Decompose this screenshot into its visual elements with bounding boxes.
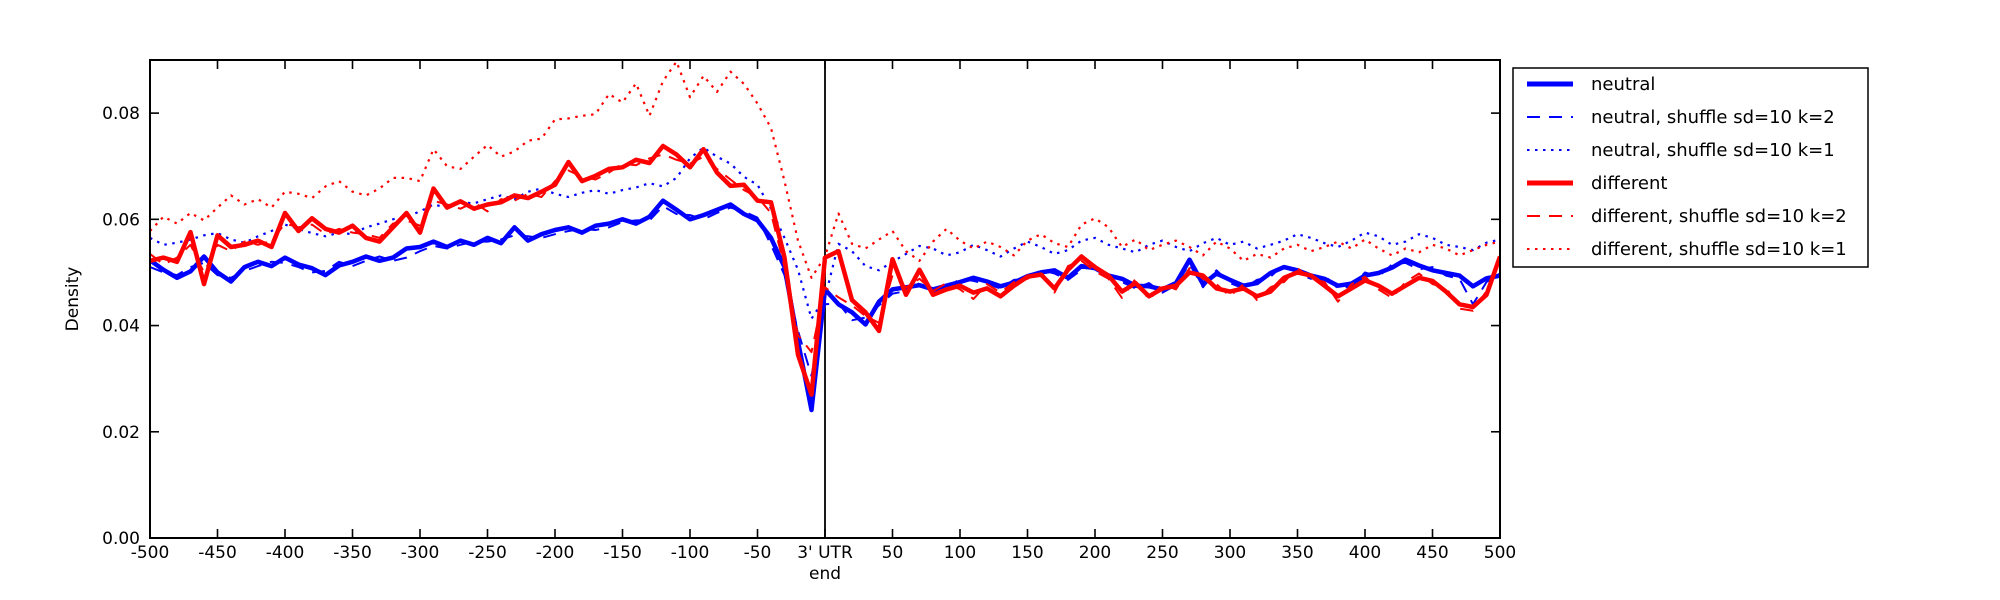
x-tick-label: 350 <box>1281 543 1313 563</box>
y-tick-label: 0.00 <box>102 529 140 549</box>
x-tick-label: 200 <box>1079 543 1111 563</box>
x-tick-label: -50 <box>744 543 772 563</box>
x-tick-label: 450 <box>1416 543 1448 563</box>
y-tick-label: 0.08 <box>102 104 140 124</box>
x-tick-label: 100 <box>944 543 976 563</box>
x-tick-label: 500 <box>1484 543 1516 563</box>
x-tick-label: -150 <box>603 543 642 563</box>
legend-label: neutral, shuffle sd=10 k=1 <box>1591 140 1835 161</box>
x-tick-label: 400 <box>1349 543 1381 563</box>
x-tick-label: -400 <box>266 543 305 563</box>
x-tick-label: 250 <box>1146 543 1178 563</box>
x-tick-label: 300 <box>1214 543 1246 563</box>
x-tick-label: -300 <box>401 543 440 563</box>
x-tick-label: -100 <box>671 543 710 563</box>
legend-label: different, shuffle sd=10 k=1 <box>1591 239 1847 260</box>
x-tick-label: -250 <box>468 543 507 563</box>
legend-label: neutral, shuffle sd=10 k=2 <box>1591 107 1835 128</box>
y-tick-label: 0.04 <box>102 317 140 337</box>
x-tick-label: 150 <box>1011 543 1043 563</box>
x-tick-label: -500 <box>131 543 170 563</box>
series-line-5-dotted <box>150 60 1500 279</box>
x-tick-label: 50 <box>882 543 904 563</box>
legend-label: neutral <box>1591 74 1655 95</box>
x-tick-label: -200 <box>536 543 575 563</box>
y-tick-label: 0.02 <box>102 423 140 443</box>
legend-label: different, shuffle sd=10 k=2 <box>1591 206 1847 227</box>
series-line-4-dashed <box>150 153 1500 354</box>
x-tick-label: -450 <box>198 543 237 563</box>
series-line-2-dotted <box>150 146 1500 320</box>
y-axis-label: Density <box>63 267 83 332</box>
y-tick-label: 0.06 <box>102 210 140 230</box>
legend-box <box>1512 67 1869 268</box>
legend-label: different <box>1591 173 1667 194</box>
x-tick-label: 3' UTR end <box>797 543 853 584</box>
x-tick-label: -350 <box>333 543 372 563</box>
series-line-1-dashed <box>150 205 1500 377</box>
